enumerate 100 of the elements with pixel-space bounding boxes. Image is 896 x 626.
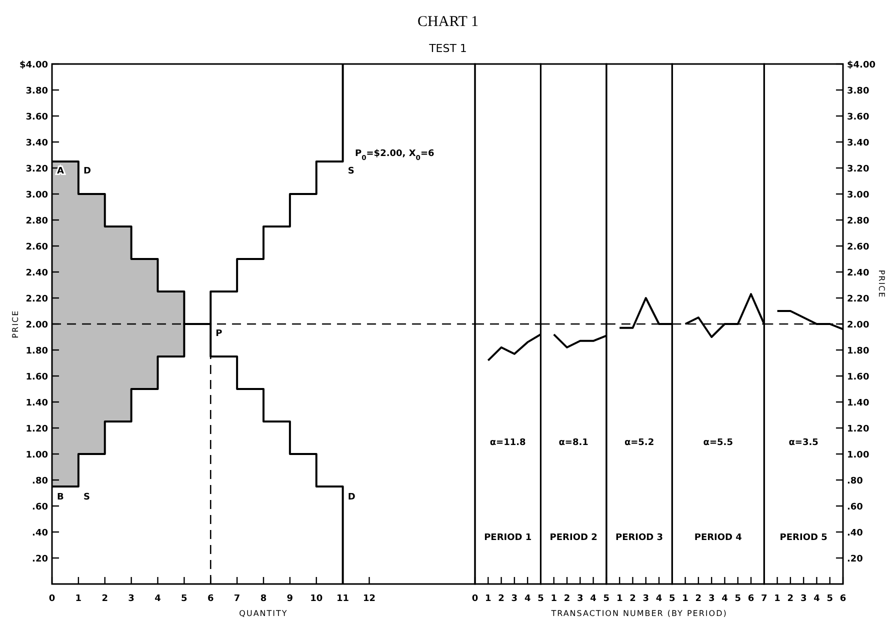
y-tick-label: 2.20 — [26, 294, 48, 304]
x-tick-label: 1 — [485, 594, 492, 604]
x-tick-label: 1 — [75, 594, 82, 604]
y-tick-label: 1.00 — [847, 450, 870, 460]
annotation: PERIOD 3 — [616, 533, 664, 543]
x-tick-label: 3 — [128, 594, 134, 604]
x-tick-label: 2 — [630, 594, 636, 604]
y-tick-label: 3.00 — [26, 190, 48, 200]
x-tick-label: 5 — [669, 594, 676, 604]
annotation: B — [57, 492, 64, 502]
y-tick-label: 2.80 — [26, 216, 48, 226]
x-axis-title: QUANTITY — [239, 609, 288, 618]
x-tick-label: 5 — [181, 594, 188, 604]
y-tick-label: 1.20 — [26, 424, 48, 434]
x-tick-label: 2 — [564, 594, 570, 604]
y-tick-label: 3.40 — [26, 138, 48, 148]
x-tick-label: 4 — [722, 594, 728, 604]
x-tick-label: 9 — [286, 594, 294, 604]
y-tick-label: 3.60 — [847, 112, 870, 122]
y-tick-label: 1.40 — [847, 398, 870, 408]
y-tick-label: 3.80 — [847, 86, 870, 96]
y-tick-label: 2.20 — [847, 294, 870, 304]
annotation: PERIOD 2 — [550, 533, 598, 543]
annotation: P$_{0}$=$2.00, X$_{0}$=6 — [354, 149, 434, 162]
y-tick-label: 1.40 — [26, 398, 48, 408]
y-tick-label: .40 — [847, 528, 863, 538]
y-tick-label: .80 — [32, 476, 48, 486]
chart-subtitle: TEST 1 — [428, 42, 467, 55]
y-tick-label: 1.60 — [26, 372, 48, 382]
annotation: PERIOD 1 — [484, 533, 532, 543]
y-axis-title: PRICE — [877, 270, 886, 298]
x-tick-label: 1 — [550, 594, 557, 604]
annotation: α=8.1 — [558, 438, 588, 448]
y-tick-label: 3.80 — [26, 86, 48, 96]
y-tick-label: 3.20 — [26, 164, 48, 174]
x-tick-label: 4 — [524, 594, 531, 604]
y-tick-label: 3.60 — [26, 112, 48, 122]
x-tick-label: 7 — [761, 594, 768, 604]
y-tick-label: .20 — [32, 554, 48, 564]
x-tick-label: 7 — [234, 594, 240, 604]
x-tick-label: 3 — [642, 594, 649, 604]
x-tick-label: 3 — [511, 594, 518, 604]
y-tick-label: 1.00 — [26, 450, 48, 460]
x-tick-label: 3 — [577, 594, 584, 604]
x-tick-label: 1 — [774, 594, 780, 604]
annotation: D — [348, 492, 356, 502]
x-tick-label: 4 — [814, 594, 820, 604]
x-tick-label: 5 — [538, 594, 544, 604]
y-tick-label: .20 — [847, 554, 863, 564]
x-tick-label: 0 — [472, 594, 478, 604]
y-tick-label: 3.40 — [847, 138, 870, 148]
y-tick-label: .40 — [32, 528, 48, 538]
annotation: PERIOD 5 — [780, 533, 828, 543]
x-axis-title: TRANSACTION NUMBER (BY PERIOD) — [550, 609, 728, 618]
y-tick-label: 2.60 — [847, 242, 870, 252]
annotation: α=3.5 — [788, 438, 818, 448]
y-tick-label: .80 — [847, 476, 863, 486]
chart-title: CHART 1 — [418, 14, 478, 30]
x-tick-label: 5 — [826, 594, 833, 604]
y-tick-label: 1.20 — [847, 424, 870, 434]
y-tick-label: 2.80 — [847, 216, 870, 226]
x-tick-label: 0 — [48, 594, 56, 604]
x-tick-label: 1 — [682, 594, 688, 604]
x-tick-label: 4 — [154, 594, 161, 604]
y-tick-label: 2.00 — [847, 320, 870, 330]
annotation: α=5.5 — [703, 438, 733, 448]
y-tick-label: 3.00 — [847, 190, 870, 200]
x-tick-label: 6 — [748, 594, 754, 604]
annotation: α=5.2 — [624, 438, 654, 448]
y-tick-label: 2.00 — [26, 320, 48, 330]
annotation: P — [216, 329, 223, 339]
annotation: S — [83, 492, 90, 502]
x-tick-label: 2 — [102, 594, 108, 604]
x-tick-label: 6 — [840, 594, 846, 604]
y-tick-label: 3.20 — [847, 164, 870, 174]
x-tick-label: 2 — [695, 594, 702, 604]
annotation: D — [83, 166, 91, 176]
y-axis-title: PRICE — [11, 310, 20, 338]
x-tick-label: 11 — [336, 594, 350, 604]
x-tick-label: 3 — [800, 594, 807, 604]
y-tick-label: 1.80 — [26, 346, 48, 356]
y-tick-label: 2.60 — [26, 242, 48, 252]
y-tick-label: $4.00 — [20, 60, 48, 70]
x-tick-label: 2 — [498, 594, 504, 604]
y-tick-label: 2.40 — [26, 268, 48, 278]
x-tick-label: 12 — [362, 594, 376, 604]
y-tick-label: 2.40 — [847, 268, 870, 278]
annotation: A — [57, 166, 64, 176]
x-tick-label: 6 — [207, 594, 214, 604]
x-tick-label: 1 — [616, 594, 623, 604]
x-tick-label: 5 — [734, 594, 741, 604]
x-tick-label: 3 — [708, 594, 715, 604]
x-tick-label: 4 — [590, 594, 596, 604]
x-tick-label: 5 — [603, 594, 610, 604]
annotation: α=11.8 — [490, 438, 526, 448]
x-tick-label: 4 — [656, 594, 662, 604]
y-tick-label: 1.60 — [847, 372, 870, 382]
x-tick-label: 10 — [310, 594, 323, 604]
x-tick-label: 2 — [787, 594, 794, 604]
annotation: PERIOD 4 — [694, 533, 742, 543]
